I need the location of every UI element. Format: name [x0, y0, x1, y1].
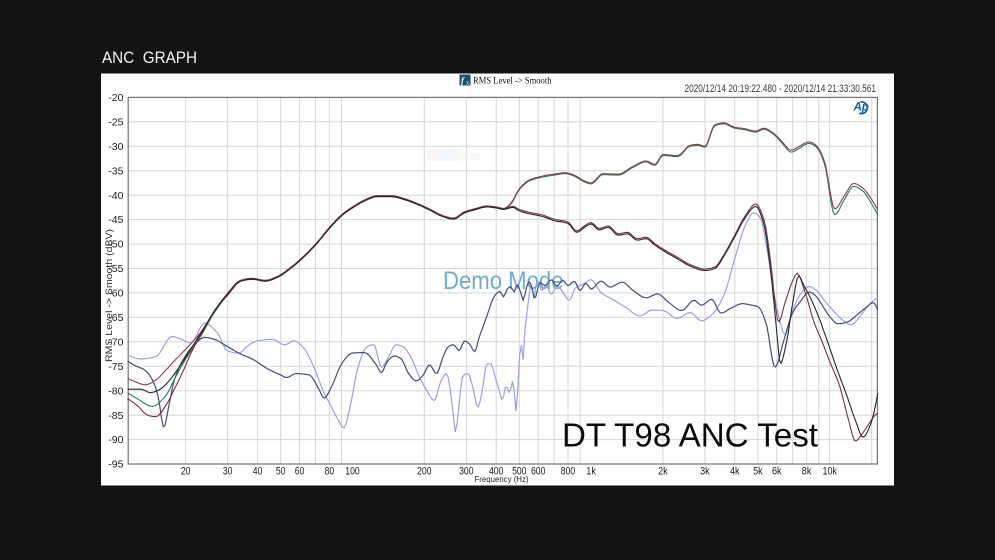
- svg-text:-75: -75: [108, 361, 123, 373]
- svg-text:800: 800: [561, 466, 575, 478]
- svg-text:60: 60: [295, 466, 305, 478]
- svg-text:30: 30: [223, 466, 233, 478]
- svg-text:80: 80: [325, 466, 335, 478]
- svg-text:3k: 3k: [700, 466, 710, 478]
- svg-text:-20: -20: [108, 92, 123, 104]
- svg-text:600: 600: [531, 466, 545, 478]
- svg-text:DT T98 ANC Test: DT T98 ANC Test: [562, 417, 818, 454]
- svg-text:40: 40: [253, 466, 263, 478]
- svg-text:-80: -80: [108, 385, 123, 397]
- svg-text:-90: -90: [108, 434, 123, 446]
- svg-text:1k: 1k: [586, 466, 596, 478]
- svg-text:f: f: [461, 76, 465, 86]
- svg-text:-30: -30: [108, 141, 123, 153]
- svg-text:2020/12/14 20:19:22.480 - 2020: 2020/12/14 20:19:22.480 - 2020/12/14 21:…: [685, 83, 877, 95]
- svg-text:Ap: Ap: [853, 102, 869, 114]
- svg-text:-85: -85: [108, 410, 123, 422]
- svg-text:Demo Mode: Demo Mode: [443, 267, 564, 295]
- svg-text:300: 300: [459, 466, 473, 478]
- svg-text:200: 200: [417, 466, 431, 478]
- svg-text:Frequency (Hz): Frequency (Hz): [475, 474, 529, 484]
- svg-text:8k: 8k: [802, 466, 812, 478]
- svg-text:-45: -45: [108, 214, 123, 226]
- svg-text:-95: -95: [108, 459, 123, 471]
- svg-text:20: 20: [181, 466, 191, 478]
- svg-text:2k: 2k: [658, 466, 668, 478]
- svg-text:-55: -55: [108, 263, 123, 275]
- svg-text:-35: -35: [108, 165, 123, 177]
- svg-text:-40: -40: [108, 190, 123, 202]
- svg-text:6k: 6k: [772, 466, 782, 478]
- svg-text:RMS Level -> Smooth: RMS Level -> Smooth: [473, 77, 552, 87]
- svg-text:-65: -65: [108, 312, 123, 324]
- svg-text:50: 50: [276, 466, 286, 478]
- svg-text:-70: -70: [108, 336, 123, 348]
- svg-text:10k: 10k: [823, 466, 838, 478]
- svg-text:100: 100: [345, 466, 359, 478]
- svg-text:-50: -50: [108, 239, 123, 251]
- svg-text:500: 500: [512, 466, 526, 478]
- svg-text:ANC GRAPH: ANC GRAPH: [102, 49, 197, 67]
- svg-text:x: x: [466, 80, 470, 87]
- svg-text:-60: -60: [108, 288, 123, 300]
- svg-text:5k: 5k: [753, 466, 763, 478]
- svg-text:RMS Level -> Smooth (dBV): RMS Level -> Smooth (dBV): [104, 229, 115, 362]
- svg-text:-25: -25: [108, 116, 123, 128]
- svg-text:4k: 4k: [730, 466, 740, 478]
- svg-text:400: 400: [489, 466, 503, 478]
